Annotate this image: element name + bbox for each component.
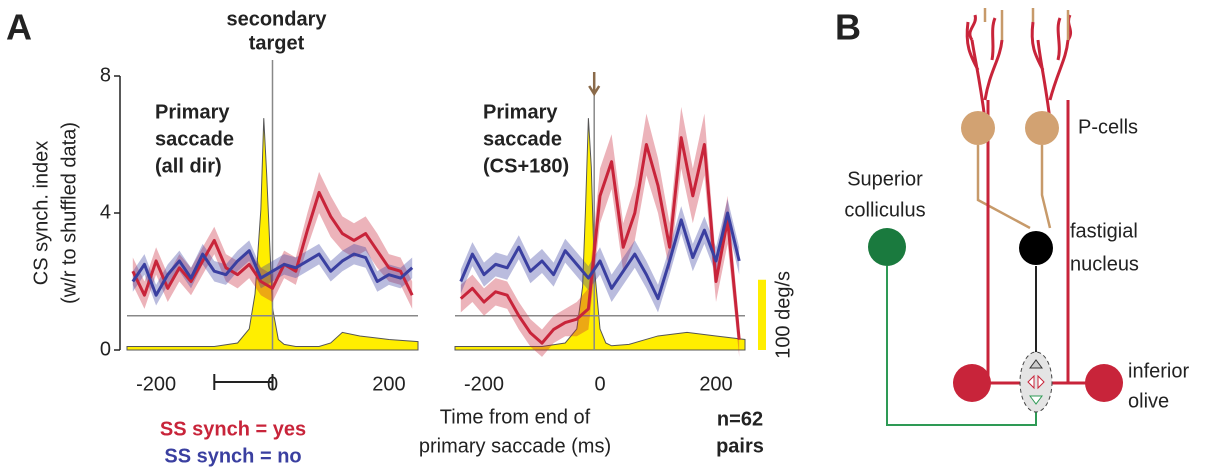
series-line: [459, 136, 741, 345]
x-tick-label: 0: [594, 373, 605, 395]
x-tick-label: -200: [464, 373, 504, 395]
panel-label: B: [835, 7, 861, 48]
note: pairs: [716, 435, 764, 457]
legend-label: SS synch = no: [164, 445, 301, 467]
annotation: (all dir): [155, 155, 222, 177]
io-cell: [953, 364, 991, 402]
x-tick-label: 200: [372, 373, 405, 395]
label: P-cells: [1078, 116, 1138, 138]
scale-bar: [758, 279, 766, 350]
x-axis-label: primary saccade (ms): [419, 435, 611, 457]
dendrites: [965, 14, 1073, 121]
series-line: [131, 190, 414, 297]
note: n=62: [717, 408, 763, 430]
synapse: [1029, 359, 1043, 369]
label: colliculus: [844, 199, 925, 221]
p-cell: [1025, 111, 1059, 145]
pc-axons: [976, 8, 1070, 230]
annotation: saccade: [483, 128, 562, 150]
sc-cell: [868, 228, 906, 266]
io-cell: [1085, 364, 1123, 402]
p-cell: [961, 111, 995, 145]
y-tick-label: 0: [100, 338, 111, 360]
y-axis-label: (w/r to shuffled data): [58, 122, 80, 304]
scale-bar-label: 100 deg/s: [772, 271, 794, 359]
velocity-trace: [126, 118, 419, 351]
label: olive: [1128, 390, 1169, 412]
event-arrow: [588, 72, 601, 97]
error-band: [460, 199, 740, 313]
sc-projection: [886, 266, 1037, 426]
series-line: [131, 249, 414, 297]
fastigial-cell: [1019, 231, 1053, 265]
annotation: saccade: [155, 128, 234, 150]
x-axis-label: Time from end of: [440, 406, 591, 428]
label: nucleus: [1070, 253, 1139, 275]
annotation: Primary: [483, 101, 558, 123]
velocity-trace: [454, 118, 746, 351]
legend-label: SS synch = yes: [160, 418, 306, 440]
x-tick-label: -200: [136, 373, 176, 395]
event-label: secondary: [226, 8, 327, 30]
y-tick-label: 8: [100, 64, 111, 86]
climbing-fibers: [972, 100, 1104, 385]
synapse: [1029, 395, 1043, 405]
annotation: (CS+180): [483, 155, 569, 177]
label: inferior: [1128, 360, 1189, 382]
x-tick-label: 200: [699, 373, 732, 395]
panel-label: A: [6, 7, 32, 48]
time-bracket: [213, 374, 274, 390]
y-tick-label: 4: [100, 201, 111, 223]
olive-gap: [1019, 351, 1053, 413]
circuit-diagram: [868, 8, 1123, 426]
annotation: Primary: [155, 101, 230, 123]
label: Superior: [847, 168, 923, 190]
y-axis-label: CS synch. index: [30, 141, 52, 286]
label: fastigial: [1070, 220, 1138, 242]
synapse: [1027, 374, 1045, 390]
error-band: [132, 171, 413, 309]
event-label: target: [249, 32, 305, 54]
series-line: [459, 211, 741, 301]
